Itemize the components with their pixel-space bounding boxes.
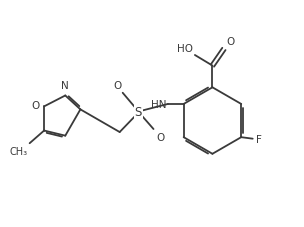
Text: O: O [113,80,121,90]
Text: O: O [156,132,164,142]
Text: F: F [256,134,261,144]
Text: N: N [61,81,69,91]
Text: HO: HO [178,43,193,53]
Text: S: S [135,106,142,118]
Text: CH₃: CH₃ [10,146,28,156]
Text: O: O [31,100,40,110]
Text: HN: HN [151,99,166,109]
Text: O: O [226,37,235,47]
